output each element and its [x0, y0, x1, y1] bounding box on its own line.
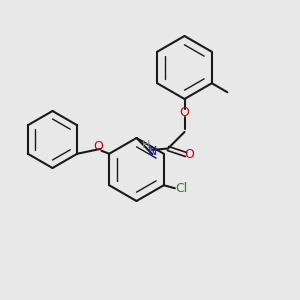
- Text: N: N: [148, 145, 157, 158]
- Text: O: O: [93, 140, 103, 153]
- Text: H: H: [142, 140, 150, 151]
- Text: Cl: Cl: [176, 182, 188, 195]
- Text: O: O: [180, 106, 189, 119]
- Text: O: O: [185, 148, 194, 161]
